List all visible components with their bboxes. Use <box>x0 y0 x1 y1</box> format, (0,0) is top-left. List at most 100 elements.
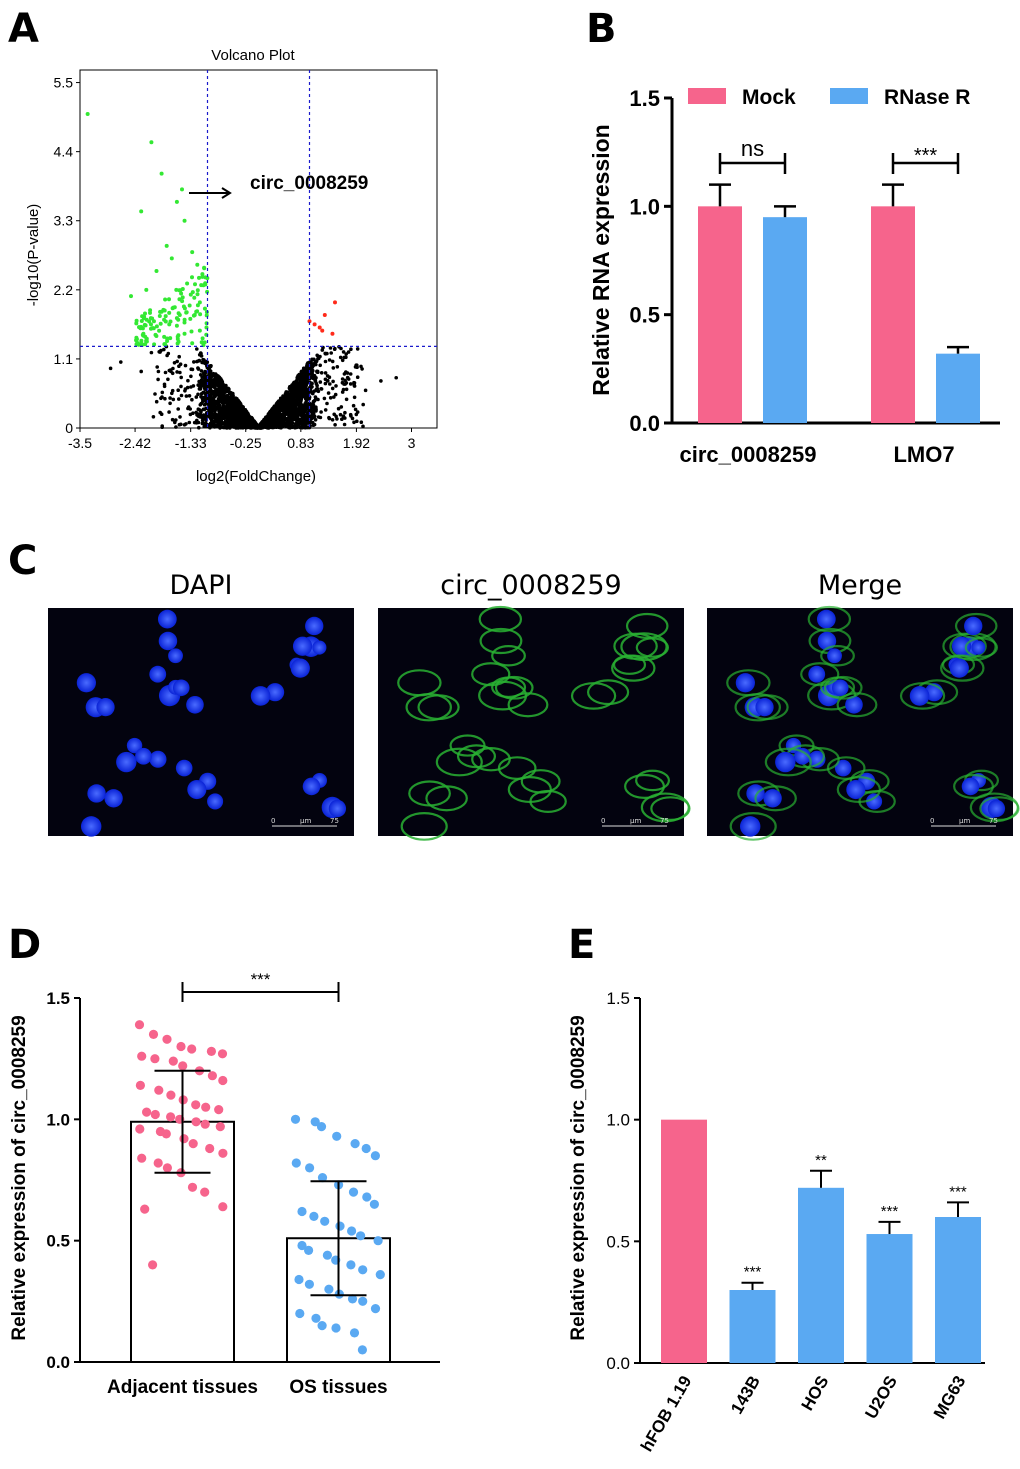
nucleus <box>775 751 796 773</box>
ns-point <box>213 372 218 376</box>
ns-points <box>108 344 399 430</box>
data-point <box>297 1240 307 1251</box>
ns-point <box>298 419 302 424</box>
down-point <box>205 289 210 294</box>
bar <box>729 1290 776 1363</box>
down-point <box>144 338 149 343</box>
ns-point <box>119 360 123 364</box>
ns-point <box>217 376 221 380</box>
nucleus <box>328 799 347 818</box>
ns-point <box>340 358 345 363</box>
nucleus <box>157 609 177 629</box>
down-point <box>177 288 182 293</box>
ns-point <box>316 397 320 402</box>
ns-point <box>252 423 256 427</box>
bar <box>661 1119 707 1363</box>
nucleus <box>763 789 782 808</box>
nucleus <box>149 750 167 768</box>
data-point <box>349 1328 360 1338</box>
ns-point <box>224 415 229 420</box>
data-point <box>207 1071 217 1081</box>
ns-point <box>343 416 347 420</box>
down-point <box>141 331 146 336</box>
cellline-ylabel: Relative expression of circ_0008259 <box>568 1015 589 1340</box>
ns-point <box>327 415 331 420</box>
down-point <box>139 209 144 214</box>
data-point <box>179 1134 189 1144</box>
ns-point <box>328 382 332 386</box>
ns-point <box>217 387 221 392</box>
ns-point <box>299 370 304 374</box>
ns-point <box>355 410 360 414</box>
ns-point <box>186 378 190 383</box>
down-point <box>190 341 195 346</box>
ns-point <box>279 403 283 408</box>
data-point <box>176 1041 186 1052</box>
down-point <box>135 341 140 346</box>
significance-label: *** <box>881 1203 899 1220</box>
ns-point <box>284 404 288 409</box>
ns-point <box>285 408 289 413</box>
ns-point <box>352 395 357 400</box>
cytoplasm <box>435 747 483 777</box>
ns-point <box>332 395 336 399</box>
ns-point <box>290 416 295 421</box>
ns-point <box>314 409 318 413</box>
ns-point <box>217 394 222 399</box>
down-point <box>175 334 180 339</box>
panel-label-e: E <box>568 922 595 968</box>
ns-point <box>229 423 233 428</box>
tissue-ylabel: Relative expression of circ_0008259 <box>9 1015 30 1340</box>
nucleus <box>834 759 852 777</box>
cytoplasm <box>754 785 797 812</box>
ns-point <box>235 424 240 428</box>
ns-point <box>205 360 210 365</box>
ns-point <box>277 419 281 424</box>
y-tick-label: 5.5 <box>54 75 74 91</box>
ns-point <box>270 425 274 429</box>
ns-point <box>289 409 293 414</box>
microscopy-image: 0 µm 75 <box>378 605 691 841</box>
data-point <box>148 1260 158 1270</box>
scale-bar-unit: µm <box>300 817 311 825</box>
ns-point <box>281 395 285 400</box>
data-point <box>201 1102 211 1112</box>
ns-point <box>351 403 356 408</box>
ns-point <box>338 412 343 417</box>
ns-point <box>316 389 321 394</box>
data-point <box>309 1211 319 1221</box>
down-point <box>192 295 197 300</box>
down-point <box>197 328 202 333</box>
down-point <box>174 323 179 328</box>
data-point <box>134 1020 145 1030</box>
down-point <box>157 328 162 333</box>
ns-point <box>219 391 224 396</box>
cytoplasm <box>940 654 985 682</box>
ns-point <box>195 347 199 351</box>
ns-point <box>220 387 225 392</box>
cytoplasm <box>635 769 671 792</box>
data-point <box>347 1226 357 1236</box>
data-point <box>150 1054 160 1064</box>
ns-point <box>139 369 143 374</box>
cytoplasm <box>624 773 665 799</box>
down-point <box>195 288 200 293</box>
down-point <box>144 287 149 292</box>
cytoplasm <box>417 694 460 721</box>
panel-label-b: B <box>586 6 617 52</box>
data-point <box>317 1173 328 1183</box>
ns-point <box>174 418 178 422</box>
legend-label: Mock <box>742 86 796 109</box>
nucleus <box>971 640 986 655</box>
nucleus <box>126 737 143 754</box>
data-point <box>150 1109 160 1120</box>
nucleus <box>794 747 811 765</box>
down-point <box>189 329 194 334</box>
y-tick-label: 1.5 <box>46 989 70 1008</box>
ns-point <box>208 364 213 369</box>
nucleus <box>80 816 102 837</box>
panel-label-a: A <box>8 6 39 52</box>
ns-point <box>177 422 182 427</box>
x-tick-label: 0.83 <box>287 435 314 451</box>
bar <box>763 217 807 423</box>
